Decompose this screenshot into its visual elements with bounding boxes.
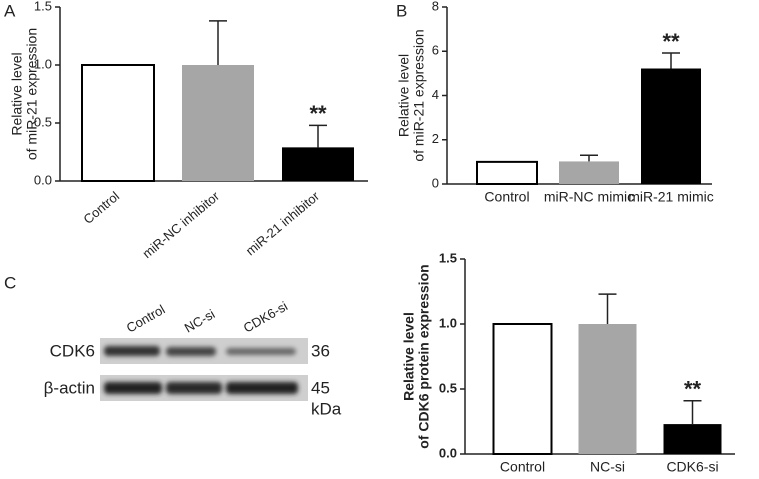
significance: **	[309, 101, 327, 126]
lane-label: CDK6-si	[241, 298, 291, 335]
x-tick-label: miR-21 mimic	[628, 189, 714, 205]
x-tick-label: Control	[500, 459, 545, 475]
bar	[282, 147, 354, 181]
y-axis-label: Relative level	[401, 312, 417, 401]
y-tick-label: 1.5	[439, 250, 457, 265]
y-axis-label: of miR-21 expression	[24, 28, 40, 160]
y-tick-label: 0.0	[34, 172, 52, 187]
panel-label: B	[396, 1, 407, 20]
y-tick-label: 4	[432, 87, 439, 102]
error-bar	[580, 154, 598, 162]
lane-label: Control	[124, 302, 168, 336]
error-bar	[662, 52, 680, 69]
x-tick-label: Control	[484, 189, 529, 205]
x-tick-label: miR-NC mimic	[544, 189, 634, 205]
y-tick-label: 1.0	[439, 315, 457, 330]
y-axis-label: of miR-21 expression	[411, 29, 427, 161]
y-tick-label: 0.5	[439, 380, 457, 395]
y-tick-label: 1.0	[34, 56, 52, 71]
x-tick-label: CDK6-si	[666, 459, 718, 475]
panel-label: C	[4, 273, 16, 292]
y-tick-label: 0.5	[34, 114, 52, 129]
y-tick-label: 1.5	[34, 0, 52, 13]
band-size: 36	[311, 341, 330, 360]
blot-bands	[104, 346, 298, 394]
x-tick-label: NC-si	[590, 459, 625, 475]
panel-label: A	[4, 1, 16, 20]
y-tick-label: 0	[432, 175, 439, 190]
band-size: 45	[311, 378, 330, 397]
size-unit: kDa	[311, 399, 342, 418]
bar	[578, 324, 637, 454]
bar	[492, 323, 553, 455]
bar	[182, 65, 254, 181]
lane-label: NC-si	[182, 306, 218, 335]
error-bar	[309, 124, 327, 148]
error-bar	[598, 293, 617, 324]
row-label: β-actin	[44, 378, 95, 397]
error-bar	[683, 399, 702, 425]
y-axis-label: Relative level	[396, 54, 412, 137]
bar	[81, 64, 155, 182]
bar	[641, 68, 701, 184]
y-tick-label: 8	[432, 0, 439, 13]
y-axis-label: of CDK6 protein expression	[416, 264, 432, 448]
error-bar	[209, 20, 227, 65]
y-tick-label: 6	[432, 43, 439, 58]
x-tick-label: Control	[80, 188, 122, 226]
row-label: CDK6	[50, 341, 95, 360]
y-axis-label: Relative level	[9, 52, 25, 135]
x-tick-label: miR-NC inhibitor	[139, 188, 222, 261]
significance: **	[684, 377, 702, 402]
bar	[559, 161, 619, 184]
bar	[663, 424, 722, 454]
y-tick-label: 0.0	[439, 445, 457, 460]
x-tick-label: miR-21 inhibitor	[243, 188, 323, 258]
bar	[476, 160, 538, 185]
significance: **	[662, 29, 680, 54]
y-tick-label: 2	[432, 131, 439, 146]
